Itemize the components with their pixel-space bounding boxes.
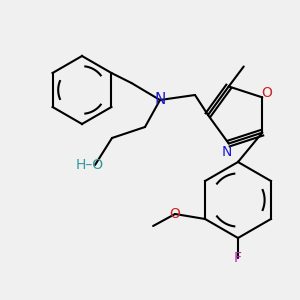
Text: O: O bbox=[170, 207, 181, 221]
Text: N: N bbox=[154, 92, 166, 107]
Text: F: F bbox=[234, 251, 242, 265]
Text: H–O: H–O bbox=[76, 158, 104, 172]
Text: O: O bbox=[261, 86, 272, 100]
Text: N: N bbox=[221, 145, 232, 158]
